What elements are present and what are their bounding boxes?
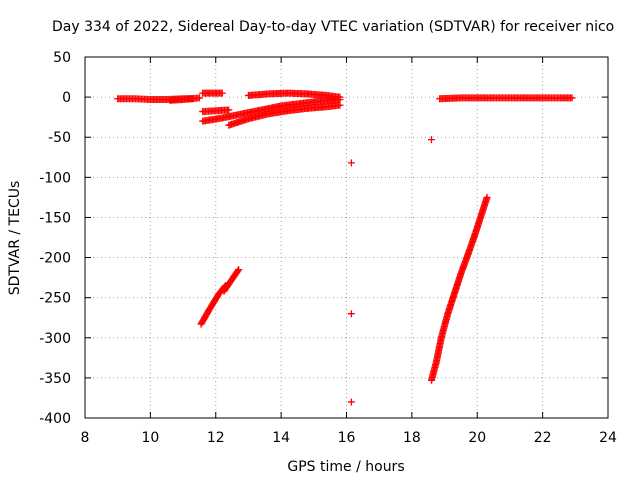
data-point bbox=[347, 310, 355, 318]
data-point bbox=[568, 94, 576, 102]
data-point bbox=[225, 106, 233, 114]
grid-lines bbox=[85, 57, 608, 418]
x-tick-label: 20 bbox=[468, 430, 486, 446]
data-point bbox=[195, 94, 203, 102]
x-tick-label: 14 bbox=[272, 430, 290, 446]
data-point bbox=[336, 93, 344, 101]
chart-title: Day 334 of 2022, Sidereal Day-to-day VTE… bbox=[52, 19, 614, 35]
y-tick-label: -400 bbox=[39, 411, 71, 427]
data-points bbox=[114, 89, 576, 406]
data-point bbox=[336, 101, 344, 109]
y-tick-label: -300 bbox=[39, 331, 71, 347]
y-tick-label: 50 bbox=[53, 50, 71, 66]
x-tick-label: 22 bbox=[534, 430, 552, 446]
y-axis-title: SDTVAR / TECUs bbox=[7, 181, 23, 296]
y-tick-label: -200 bbox=[39, 251, 71, 267]
data-point bbox=[218, 89, 226, 97]
data-point bbox=[347, 159, 355, 167]
y-tick-label: 0 bbox=[62, 90, 71, 106]
x-tick-label: 18 bbox=[403, 430, 421, 446]
y-tick-label: -100 bbox=[39, 170, 71, 186]
axis-ticks: 8 10 12 14 16 18 20 22 24 50 0 -50 -100 -150 -200 -250 -… bbox=[39, 50, 617, 446]
data-point bbox=[235, 266, 243, 274]
y-tick-label: -150 bbox=[39, 210, 71, 226]
x-tick-label: 16 bbox=[338, 430, 356, 446]
y-tick-label: -50 bbox=[48, 130, 71, 146]
data-point bbox=[347, 398, 355, 406]
x-tick-label: 8 bbox=[81, 430, 90, 446]
x-tick-label: 24 bbox=[599, 430, 617, 446]
data-point bbox=[427, 136, 435, 144]
y-tick-label: -250 bbox=[39, 291, 71, 307]
data-point bbox=[234, 267, 242, 275]
y-tick-label: -350 bbox=[39, 371, 71, 387]
x-tick-label: 10 bbox=[141, 430, 159, 446]
data-point bbox=[483, 193, 491, 201]
x-tick-label: 12 bbox=[207, 430, 225, 446]
x-axis-title: GPS time / hours bbox=[287, 459, 404, 475]
